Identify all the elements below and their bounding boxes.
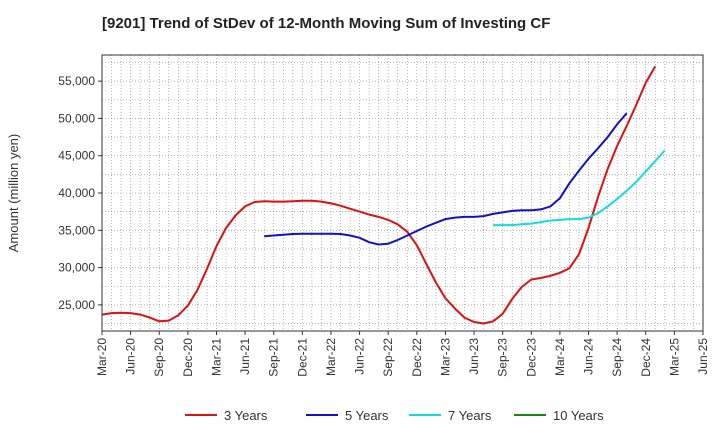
x-tick-label: Mar-20 [95,338,109,376]
x-axis-ticks: Mar-20 Jun-20 Sep-20 Dec-20 Mar-21 Jun-21 Sep-… [95,331,710,377]
y-tick-label: 25,000 [58,298,95,312]
y-tick-label: 35,000 [58,223,95,237]
x-tick-label: Jun-21 [238,338,252,375]
plot-frame [101,54,704,332]
x-tick-label: Mar-23 [438,338,452,376]
x-tick-label: Jun-20 [124,338,138,375]
y-tick-label: 45,000 [58,149,95,163]
y-axis-ticks: 25,000 30,000 35,000 40,000 45,000 50,000 55,0… [58,74,102,312]
x-tick-label: Jun-23 [467,338,481,375]
x-tick-label: Mar-24 [553,338,567,376]
x-tick-label: Sep-22 [381,338,395,377]
x-tick-label: Mar-21 [209,338,223,376]
legend: 3 Years 5 Years 7 Years 10 Years [185,408,604,423]
x-tick-label: Dec-20 [181,338,195,377]
legend-label: 7 Years [448,408,492,423]
x-tick-label: Mar-22 [324,338,338,376]
x-tick-label: Dec-24 [639,338,653,377]
y-tick-label: 40,000 [58,186,95,200]
legend-label: 10 Years [553,408,604,423]
x-tick-label: Dec-22 [410,338,424,377]
x-tick-label: Dec-21 [295,338,309,377]
chart-title: [9201] Trend of StDev of 12-Month Moving… [102,15,550,32]
y-tick-label: 50,000 [58,111,95,125]
x-tick-label: Jun-24 [582,338,596,375]
y-tick-label: 30,000 [58,261,95,275]
x-tick-label: Jun-22 [353,338,367,375]
grid-lines [102,55,703,331]
x-tick-label: Sep-23 [496,338,510,377]
x-tick-label: Sep-24 [610,338,624,377]
x-tick-label: Jun-25 [696,338,710,375]
legend-label: 5 Years [345,408,389,423]
x-tick-label: Sep-21 [267,338,281,377]
x-tick-label: Sep-20 [152,338,166,377]
x-tick-label: Dec-23 [524,338,538,377]
y-tick-label: 55,000 [58,74,95,88]
series-line-7-years [493,149,666,227]
y-axis-label: Amount (million yen) [6,134,21,253]
legend-label: 3 Years [224,408,268,423]
series-line-3-years [101,65,657,325]
series-lines [101,65,666,325]
x-tick-label: Mar-25 [667,338,681,376]
series-line-5-years [264,112,628,246]
